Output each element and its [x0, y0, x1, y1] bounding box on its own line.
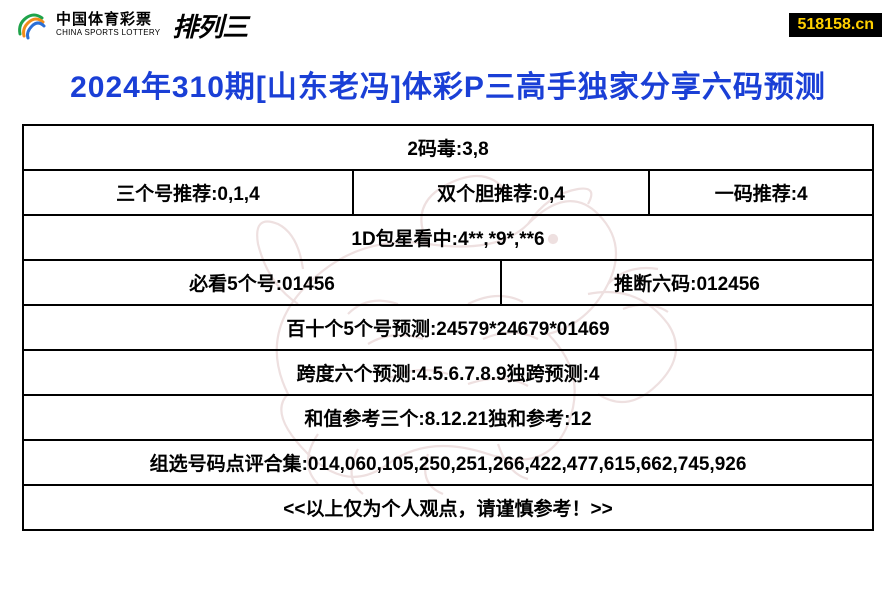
- cell-1d: 1D包星看中:4**,*9*,**6: [23, 215, 873, 260]
- table-row: 三个号推荐:0,1,4 双个胆推荐:0,4 一码推荐:4: [23, 170, 873, 215]
- table-row: 1D包星看中:4**,*9*,**6: [23, 215, 873, 260]
- table-row: 2码毒:3,8: [23, 125, 873, 170]
- site-badge: 518158.cn: [789, 13, 882, 37]
- brand-cn: 中国体育彩票: [56, 12, 160, 29]
- cell-hezhi: 和值参考三个:8.12.21独和参考:12: [23, 395, 873, 440]
- brand-text: 中国体育彩票 CHINA SPORTS LOTTERY: [56, 12, 160, 37]
- table-container: 2码毒:3,8 三个号推荐:0,1,4 双个胆推荐:0,4 一码推荐:4 1D包…: [0, 124, 896, 541]
- cell-zuxuan: 组选号码点评合集:014,060,105,250,251,266,422,477…: [23, 440, 873, 485]
- cell-baishi: 百十个5个号预测:24579*24679*01469: [23, 305, 873, 350]
- page-title: 2024年310期[山东老冯]体彩P三高手独家分享六码预测: [0, 48, 896, 124]
- cell-double-rec: 双个胆推荐:0,4: [353, 170, 650, 215]
- cell-2ma: 2码毒:3,8: [23, 125, 873, 170]
- cell-footer: <<以上仅为个人观点，请谨慎参考！>>: [23, 485, 873, 530]
- prediction-table: 2码毒:3,8 三个号推荐:0,1,4 双个胆推荐:0,4 一码推荐:4 1D包…: [22, 124, 874, 531]
- table-row: 和值参考三个:8.12.21独和参考:12: [23, 395, 873, 440]
- cell-one-rec: 一码推荐:4: [649, 170, 873, 215]
- table-row: 组选号码点评合集:014,060,105,250,251,266,422,477…: [23, 440, 873, 485]
- cell-three-rec: 三个号推荐:0,1,4: [23, 170, 353, 215]
- cell-infer6: 推断六码:012456: [501, 260, 873, 305]
- table-row: <<以上仅为个人观点，请谨慎参考！>>: [23, 485, 873, 530]
- lottery-logo-icon: [14, 10, 48, 40]
- series-name: 排列三: [172, 7, 247, 44]
- header: 中国体育彩票 CHINA SPORTS LOTTERY 排列三 518158.c…: [0, 0, 896, 48]
- brand-en: CHINA SPORTS LOTTERY: [56, 29, 160, 38]
- cell-kuadu: 跨度六个预测:4.5.6.7.8.9独跨预测:4: [23, 350, 873, 395]
- table-row: 百十个5个号预测:24579*24679*01469: [23, 305, 873, 350]
- table-row: 跨度六个预测:4.5.6.7.8.9独跨预测:4: [23, 350, 873, 395]
- cell-must5: 必看5个号:01456: [23, 260, 501, 305]
- table-row: 必看5个号:01456 推断六码:012456: [23, 260, 873, 305]
- header-left: 中国体育彩票 CHINA SPORTS LOTTERY 排列三: [14, 7, 247, 44]
